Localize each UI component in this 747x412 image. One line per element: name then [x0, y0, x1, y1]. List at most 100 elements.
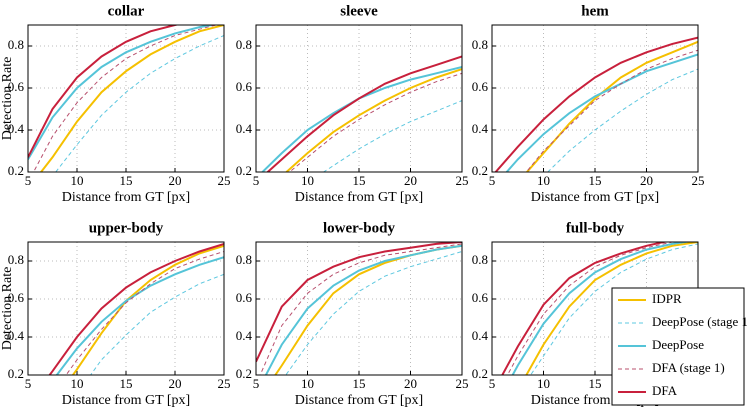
y-tick-label: 0.6	[472, 290, 489, 305]
y-tick-label: 0.2	[236, 163, 252, 178]
y-tick-label: 0.8	[236, 252, 252, 267]
x-tick-label: 10	[537, 376, 550, 391]
x-tick-label: 15	[589, 376, 602, 391]
y-axis-label: Detection Rate	[0, 267, 15, 351]
y-tick-label: 0.6	[8, 79, 25, 94]
y-tick-label: 0.4	[8, 121, 25, 136]
plot-frame	[255, 241, 463, 376]
x-tick-label: 10	[71, 376, 84, 391]
legend: IDPR DeepPose (stage 1) DeepPose DFA (stage…	[611, 287, 747, 406]
series-line	[28, 25, 218, 160]
x-tick-label: 5	[253, 173, 260, 188]
x-tick-label: 25	[456, 173, 469, 188]
y-tick-label: 0.2	[8, 163, 24, 178]
series-line	[55, 35, 224, 172]
x-tick-label: 20	[169, 376, 182, 391]
x-tick-label: 5	[253, 376, 260, 391]
y-tick-label: 0.8	[8, 252, 24, 267]
x-tick-label: 20	[640, 173, 653, 188]
y-tick-label: 0.6	[236, 79, 253, 94]
x-tick-label: 10	[71, 173, 84, 188]
x-tick-label: 5	[25, 173, 32, 188]
x-tick-label: 25	[218, 173, 231, 188]
series-line	[264, 244, 462, 375]
series-line	[266, 55, 462, 172]
series-line	[256, 242, 462, 363]
series-line	[259, 243, 462, 375]
x-tick-label: 15	[120, 173, 133, 188]
x-tick-label: 25	[692, 173, 705, 188]
y-tick-label: 0.6	[472, 79, 489, 94]
lines	[494, 36, 698, 172]
x-tick-label: 20	[169, 173, 182, 188]
y-tick-label: 0.4	[472, 121, 489, 136]
panel-title: full-body	[566, 220, 625, 236]
series-line	[525, 242, 698, 375]
x-tick-label: 15	[589, 173, 602, 188]
y-tick-label: 0.2	[8, 366, 24, 381]
x-tick-label: 10	[301, 376, 314, 391]
x-tick-label: 15	[353, 376, 366, 391]
panel-title: upper-body	[89, 220, 164, 236]
x-tick-label: 25	[456, 376, 469, 391]
series-line	[39, 25, 224, 172]
x-tick-label: 25	[218, 376, 231, 391]
plot-frame	[491, 24, 699, 173]
x-tick-label: 15	[353, 173, 366, 188]
legend-label: IDPR	[652, 291, 682, 306]
x-tick-label: 5	[489, 173, 496, 188]
series-line	[33, 25, 218, 172]
y-tick-label: 0.4	[8, 328, 25, 343]
panel: hem 0.2 0.4 0.6 0.8 5 10 15 20 25 Distance from GT…	[472, 3, 705, 205]
x-tick-label: 10	[301, 173, 314, 188]
x-axis-label: Distance from GT [px]	[295, 393, 423, 408]
plot-frame	[27, 24, 225, 173]
lines	[261, 55, 462, 172]
y-tick-label: 0.2	[472, 163, 488, 178]
plot-frame	[27, 241, 225, 376]
legend-label: DFA	[652, 383, 678, 398]
x-tick-label: 20	[404, 376, 417, 391]
x-axis-label: Distance from GT [px]	[62, 393, 190, 408]
y-axis-label: Detection Rate	[0, 57, 15, 141]
panel-title: sleeve	[340, 3, 378, 19]
panel-title: hem	[581, 3, 609, 19]
series-line	[48, 242, 224, 375]
series-line	[506, 242, 676, 375]
y-tick-label: 0.8	[472, 37, 488, 52]
series-line	[65, 251, 224, 375]
y-tick-label: 0.2	[472, 366, 488, 381]
y-tick-label: 0.2	[236, 366, 252, 381]
y-tick-label: 0.8	[236, 37, 252, 52]
x-axis-label: Distance from GT [px]	[62, 190, 190, 205]
panel: lower-body 0.2 0.4 0.6 0.8 5 10 15 20 25 Distance …	[236, 220, 469, 408]
y-tick-label: 0.4	[236, 121, 253, 136]
panel: collar 0.2 0.4 0.6 0.8 5 10 15 20 25 Distance from…	[0, 3, 230, 205]
x-axis-label: Distance from GT [px]	[295, 190, 423, 205]
series-line	[547, 68, 698, 172]
series-line	[285, 251, 462, 375]
lines	[28, 25, 224, 172]
series-line	[530, 243, 698, 375]
plot-frame	[255, 24, 463, 173]
legend-label: DeepPose	[652, 337, 704, 352]
panel-title: lower-body	[323, 220, 395, 236]
series-line	[284, 68, 462, 172]
legend-label: DFA (stage 1)	[652, 360, 725, 375]
x-axis-label: Distance from GT [px]	[531, 190, 659, 205]
lines	[48, 242, 224, 375]
x-tick-label: 20	[404, 173, 417, 188]
series-line	[322, 100, 462, 172]
x-tick-label: 10	[537, 173, 550, 188]
x-tick-label: 5	[25, 376, 32, 391]
y-tick-label: 0.6	[236, 290, 253, 305]
series-line	[525, 49, 698, 172]
y-tick-label: 0.8	[472, 252, 488, 267]
legend-label: DeepPose (stage 1)	[652, 314, 747, 329]
x-tick-label: 15	[120, 376, 133, 391]
series-line	[288, 72, 462, 172]
panel-title: collar	[108, 3, 145, 19]
series-line	[28, 25, 180, 158]
